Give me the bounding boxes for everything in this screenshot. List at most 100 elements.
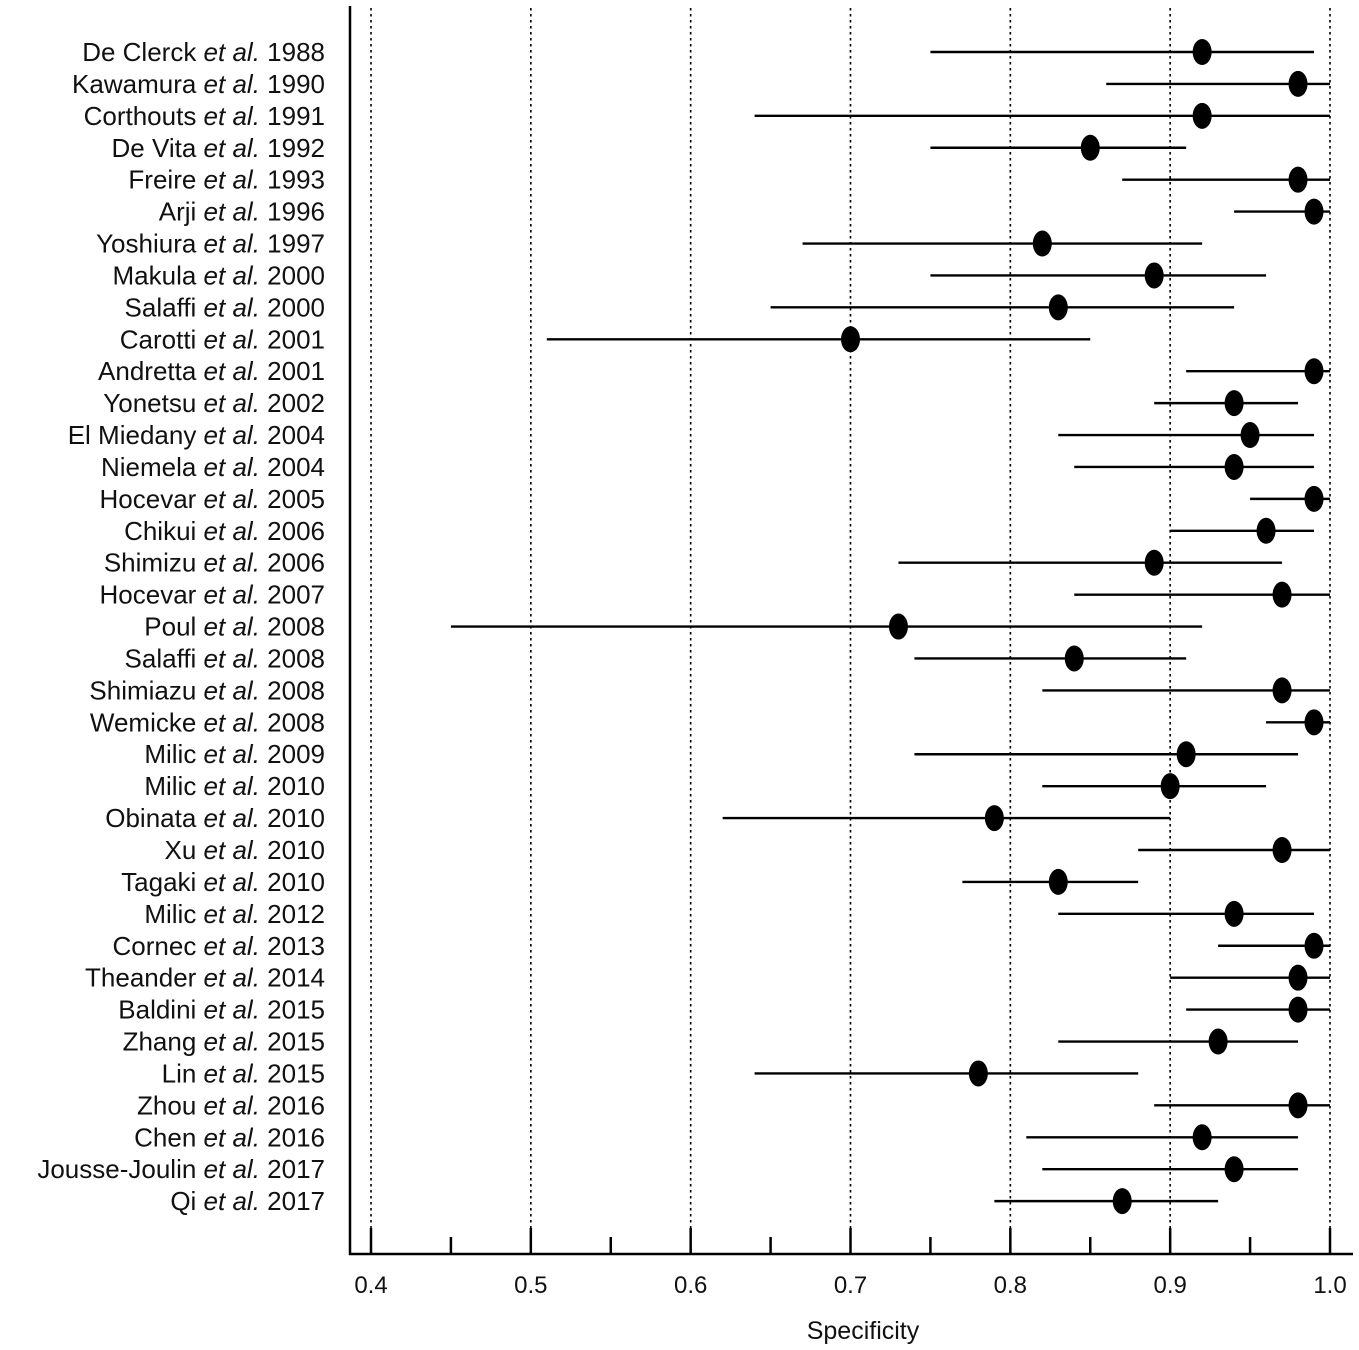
study-row: Tagaki et al. 2010 [121,867,1139,897]
study-year: 2008 [260,612,325,642]
study-year: 2009 [260,739,325,769]
point-estimate [1144,262,1164,289]
study-etal: et al. [204,803,260,833]
study-row: Shimizu et al. 2006 [104,548,1283,578]
study-label: Corthouts et al. 1991 [84,101,325,131]
point-estimate [984,805,1004,832]
study-year: 2015 [260,1058,325,1088]
study-label: Salaffi et al. 2008 [125,643,325,673]
study-author: El Miedany [68,420,204,450]
study-author: Tagaki [121,867,203,897]
study-year: 2008 [260,675,325,705]
study-row: Niemela et al. 2004 [101,452,1315,482]
study-year: 2016 [260,1122,325,1152]
study-year: 1990 [260,69,325,99]
study-etal: et al. [204,133,260,163]
x-tick-label: 0.7 [834,1272,867,1299]
x-tick-label: 1.0 [1313,1272,1346,1299]
study-label: Arji et al. 1996 [159,197,325,227]
point-estimate [968,1060,988,1087]
point-estimate [841,326,860,353]
x-tick-label: 0.5 [514,1272,547,1299]
study-row: Zhang et al. 2015 [123,1027,1299,1057]
study-author: Niemela [101,452,204,482]
study-etal: et al. [204,835,260,865]
study-label: Milic et al. 2009 [144,739,325,769]
study-year: 2007 [260,580,325,610]
point-estimate [1080,134,1100,161]
study-row: Salaffi et al. 2000 [125,292,1235,322]
study-etal: et al. [204,548,260,578]
study-label: Niemela et al. 2004 [101,452,325,482]
study-author: Milic [144,771,203,801]
study-row: Zhou et al. 2016 [137,1090,1330,1120]
study-label: Zhou et al. 2016 [137,1090,325,1120]
point-estimate [1304,358,1324,385]
study-year: 2010 [260,835,325,865]
study-label: Poul et al. 2008 [144,612,325,642]
study-year: 2015 [260,1027,325,1057]
study-label: Shimiazu et al. 2008 [89,675,325,705]
point-estimate [1272,677,1292,704]
study-label: Wemicke et al. 2008 [90,707,325,737]
study-author: Yoshiura [96,229,203,259]
study-author: Theander [85,963,204,993]
study-row: Milic et al. 2010 [144,771,1267,801]
study-etal: et al. [204,420,260,450]
study-author: De Vita [112,133,204,163]
study-author: Hocevar [100,580,204,610]
study-etal: et al. [204,516,260,546]
point-estimate [1288,70,1308,97]
study-year: 2004 [260,420,325,450]
study-etal: et al. [204,484,260,514]
study-row: Jousse-Joulin et al. 2017 [37,1154,1299,1184]
study-etal: et al. [204,867,260,897]
study-label: Milic et al. 2012 [144,899,325,929]
study-label: El Miedany et al. 2004 [68,420,325,450]
study-row: Yonetsu et al. 2002 [103,388,1299,418]
study-year: 1992 [260,133,325,163]
study-author: Jousse-Joulin [37,1154,203,1184]
point-estimate [1224,453,1244,480]
study-label: Kawamura et al. 1990 [72,69,325,99]
study-row: Makula et al. 2000 [113,260,1267,290]
point-estimate [1192,1124,1212,1151]
study-year: 2008 [260,643,325,673]
study-row: Arji et al. 1996 [159,197,1330,227]
study-label: Milic et al. 2010 [144,771,325,801]
point-estimate [1224,390,1244,417]
study-row: Wemicke et al. 2008 [90,707,1330,737]
study-year: 2010 [260,867,325,897]
point-estimate [1208,1028,1228,1055]
study-etal: et al. [204,1027,260,1057]
study-year: 2001 [260,324,325,354]
study-year: 2010 [260,803,325,833]
study-row: Lin et al. 2015 [162,1058,1139,1088]
x-tick-label: 0.4 [354,1272,387,1299]
study-year: 2013 [260,931,325,961]
study-etal: et al. [204,229,260,259]
study-author: Salaffi [125,292,204,322]
study-etal: et al. [204,324,260,354]
x-tick-label: 0.6 [674,1272,707,1299]
gridlines [370,8,1331,1254]
study-author: Wemicke [90,707,204,737]
study-author: Obinata [105,803,203,833]
study-author: Lin [162,1058,204,1088]
study-row: Freire et al. 1993 [128,165,1330,195]
study-row: Chikui et al. 2006 [124,516,1315,546]
point-estimate [1224,1156,1244,1183]
point-estimate [1288,996,1308,1023]
x-axis-ticks: 0.4 0.5 0.6 0.7 0.8 0.9 1.0 [354,1228,1347,1299]
study-author: Shimizu [104,548,204,578]
study-row: Cornec et al. 2013 [113,931,1330,961]
study-etal: et al. [204,739,260,769]
study-year: 2008 [260,707,325,737]
study-etal: et al. [204,1154,260,1184]
study-row: De Vita et al. 1992 [112,133,1187,163]
study-label: Xu et al. 2010 [165,835,325,865]
study-etal: et al. [204,995,260,1025]
study-row: Carotti et al. 2001 [120,324,1091,354]
